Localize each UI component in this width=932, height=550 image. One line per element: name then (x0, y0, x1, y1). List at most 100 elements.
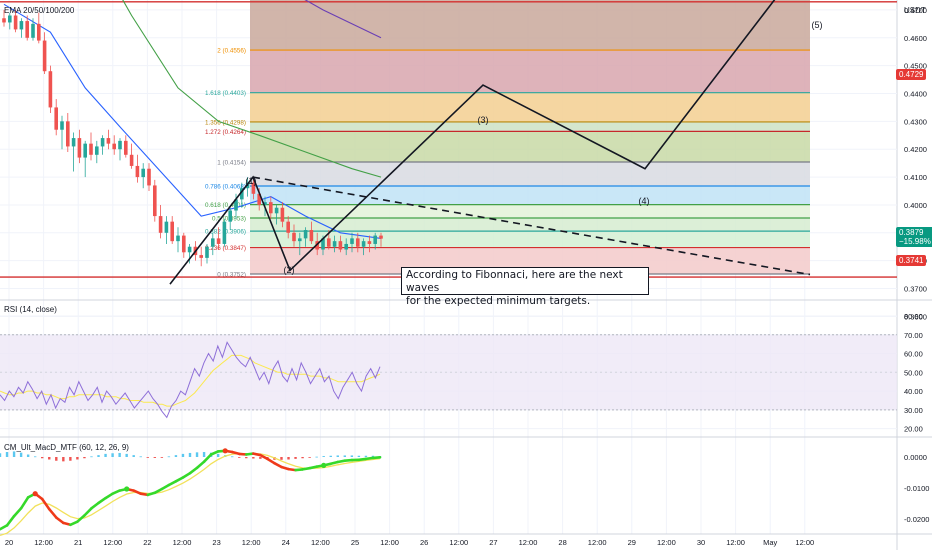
rsi-label[interactable]: RSI (14, close) (4, 305, 57, 314)
macd-histogram-bar (174, 455, 178, 457)
candle-body (164, 221, 169, 233)
price-tick-label: 0.3600 (904, 312, 927, 321)
macd-histogram-bar (160, 457, 164, 458)
macd-histogram-bar (301, 457, 304, 459)
fib-band (250, 185, 810, 205)
macd-histogram-bar (280, 457, 283, 460)
macd-line-segment (273, 461, 283, 469)
candle-body (89, 143, 93, 155)
macd-histogram-bar (26, 454, 30, 457)
macd-histogram-bar (83, 457, 86, 459)
fib-band (250, 92, 810, 122)
candle-body (332, 241, 337, 247)
candle-body (77, 138, 82, 158)
macd-histogram-bar (294, 457, 297, 459)
x-tick-label: 22 (143, 538, 151, 547)
wave-label: (3) (478, 115, 489, 125)
price-tick-label: 0.4600 (904, 34, 927, 43)
macd-histogram-bar (252, 457, 255, 459)
candle-body (379, 235, 383, 239)
candle-body (251, 182, 256, 194)
x-tick-label: 23 (212, 538, 220, 547)
candle-body (19, 21, 24, 30)
x-tick-label: 12:00 (173, 538, 192, 547)
candle-body (216, 238, 221, 244)
candle-body (263, 202, 267, 205)
candle-body (48, 71, 53, 108)
candle-body (100, 138, 105, 147)
macd-tick-label: -0.0100 (904, 484, 929, 493)
macd-line-segment (5, 514, 16, 527)
candle-body (240, 188, 244, 200)
macd-histogram-bar (357, 455, 361, 457)
macd-histogram-bar (167, 456, 171, 458)
rsi-tick-label: 20.00 (904, 425, 923, 434)
macd-line-segment (371, 455, 382, 460)
candle-body (361, 241, 366, 247)
candle-body (303, 230, 308, 239)
price-tick-label: 0.4200 (904, 145, 927, 154)
candle-body (211, 238, 215, 247)
macd-histogram-bar (181, 453, 185, 457)
macd-cross-dot (124, 486, 130, 492)
macd-histogram-bar (322, 456, 325, 457)
macd-label[interactable]: CM_Ult_MacD_MTF (60, 12, 26, 9) (4, 443, 129, 452)
main-indicator-label[interactable]: EMA 20/50/100/200 (4, 6, 75, 15)
candle-body (2, 18, 6, 23)
macd-histogram-bar (139, 456, 142, 458)
candle-body (176, 235, 180, 242)
macd-line-segment (76, 514, 86, 524)
macd-line-segment (259, 453, 269, 461)
candle-body (158, 216, 163, 233)
rsi-tick-label: 60.00 (904, 350, 923, 359)
candle-body (60, 121, 64, 130)
fib-level-label: 1.356 (0.4298) (205, 119, 246, 126)
candle-body (234, 199, 238, 211)
rsi-tick-label: 50.00 (904, 368, 923, 377)
candle-body (350, 238, 354, 244)
price-tick-label: 0.4300 (904, 117, 927, 126)
fib-level-label: 0 (0.3752) (217, 272, 246, 279)
macd-line-segment (90, 501, 100, 510)
price-tick-label: 0.4000 (904, 201, 927, 210)
candle-body (274, 207, 279, 214)
rsi-tick-label: 40.00 (904, 387, 923, 396)
x-tick-label: 26 (420, 538, 428, 547)
macd-line-segment (181, 471, 192, 479)
macd-cross-dot (222, 448, 228, 454)
x-tick-label: 25 (351, 538, 359, 547)
macd-histogram-bar (62, 457, 65, 462)
candle-body (153, 185, 157, 217)
fibonacci-annotation[interactable]: According to Fibonnaci, here are the nex… (401, 267, 649, 307)
candle-body (124, 140, 128, 155)
macd-line-segment (0, 524, 9, 531)
candle-body (228, 210, 232, 222)
x-tick-label: 12:00 (380, 538, 399, 547)
macd-cross-dot (32, 491, 38, 497)
candle-body (31, 23, 35, 38)
ema20-line (3, 3, 382, 239)
macd-histogram-bar (111, 453, 114, 457)
macd-histogram-bar (315, 456, 318, 458)
macd-histogram-bar (364, 455, 368, 457)
wave-label: (5) (812, 20, 823, 30)
candle-body (129, 154, 134, 166)
macd-histogram-bar (238, 457, 241, 458)
candle-body (309, 230, 314, 242)
fib-band (250, 131, 810, 163)
candle-body (199, 255, 203, 258)
rsi-ma-line (0, 354, 381, 407)
fib-level-label: 2 (0.4556) (217, 48, 246, 55)
candle-body (83, 143, 87, 158)
x-tick-label: May (763, 538, 777, 547)
x-tick-label: 28 (558, 538, 566, 547)
macd-line-segment (54, 516, 65, 525)
macd-line-segment (19, 496, 30, 510)
x-tick-label: 29 (628, 538, 636, 547)
candle-body (286, 221, 290, 233)
fib-band (250, 204, 810, 219)
macd-histogram-bar (12, 451, 16, 457)
macd-histogram-bar (0, 453, 2, 457)
candle-body (8, 15, 12, 23)
price-tick-label: 0.4500 (904, 62, 927, 71)
